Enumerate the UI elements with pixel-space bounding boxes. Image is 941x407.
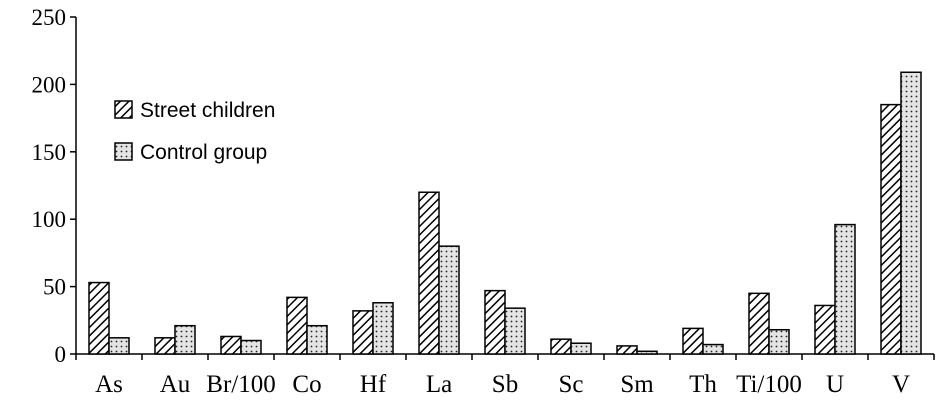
bar-street-children-hf: [352, 310, 374, 355]
bar-control-group-v: [900, 71, 922, 355]
x-axis-ticks: [75, 354, 935, 360]
bar-control-group-la: [438, 245, 460, 355]
bar-street-children-th: [682, 327, 704, 355]
legend-item-control-group: Control group: [114, 141, 267, 164]
bar-street-children-as: [88, 281, 110, 355]
x-tick-label: Th: [689, 371, 717, 398]
y-tick-label: 100: [32, 207, 67, 232]
y-tick-label: 200: [32, 72, 67, 97]
legend-swatch-street-children: [114, 100, 133, 119]
bar-control-group-u: [834, 223, 856, 355]
x-tick-label: U: [826, 371, 844, 398]
bar-control-group-au: [174, 324, 196, 355]
x-tick-label: Sc: [559, 371, 584, 398]
bar-control-group-as: [108, 337, 130, 355]
y-tick-label: 50: [43, 275, 66, 300]
bar-control-group-co: [306, 324, 328, 355]
legend: Street children Control group: [114, 99, 275, 164]
x-tick-label: Au: [160, 371, 191, 398]
x-tick-label: Co: [292, 371, 321, 398]
bar-control-group-sb: [504, 307, 526, 355]
bar-street-children-sm: [616, 345, 638, 355]
x-tick-label: Sb: [492, 371, 518, 398]
x-tick-label: La: [426, 371, 452, 398]
bar-street-children-sc: [550, 338, 572, 355]
bar-control-group-sc: [570, 342, 592, 355]
y-axis-ticks: 0 50 100 150 200 250: [32, 5, 76, 367]
x-tick-label: Ti/100: [736, 371, 802, 398]
bar-street-children-u: [814, 304, 836, 355]
y-tick-label: 0: [55, 342, 67, 367]
legend-swatch-control-group: [114, 142, 133, 161]
bars: [88, 71, 922, 355]
x-tick-label: As: [95, 371, 123, 398]
bar-street-children-sb: [484, 289, 506, 355]
y-tick-label: 150: [32, 140, 67, 165]
y-tick-label: 250: [32, 5, 67, 30]
bar-street-children-ti-100: [748, 292, 770, 355]
bar-control-group-ti-100: [768, 328, 790, 355]
legend-label-control-group: Control group: [140, 141, 267, 164]
bar-control-group-sm: [636, 350, 658, 355]
legend-label-street-children: Street children: [140, 99, 275, 122]
bar-street-children-br-100: [220, 335, 242, 355]
bar-control-group-br-100: [240, 339, 262, 355]
bar-street-children-co: [286, 296, 308, 355]
x-axis-labels: As Au Br/100 Co Hf La Sb Sc Sm Th Ti/100 U V: [95, 371, 910, 398]
x-tick-label: Sm: [620, 371, 654, 398]
x-tick-label: Hf: [360, 371, 387, 398]
x-tick-label: Br/100: [206, 371, 275, 398]
legend-item-street-children: Street children: [114, 99, 275, 122]
bar-control-group-hf: [372, 302, 394, 355]
y-axis: 0 50 100 150 200 250: [32, 5, 77, 367]
bar-street-children-au: [154, 337, 176, 355]
bar-street-children-la: [418, 191, 440, 355]
bar-street-children-v: [880, 103, 902, 355]
x-axis: As Au Br/100 Co Hf La Sb Sc Sm Th Ti/100 U V: [75, 353, 935, 398]
bar-control-group-th: [702, 343, 724, 355]
x-tick-label: V: [892, 371, 910, 398]
